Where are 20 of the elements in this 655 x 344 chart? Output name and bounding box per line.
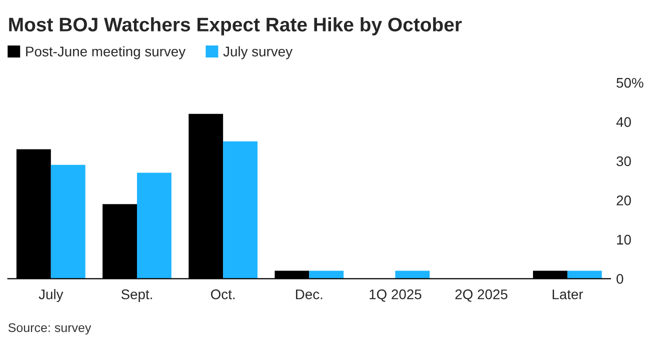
y-tick-label: 20 bbox=[616, 196, 631, 206]
x-tick-label: 2Q 2025 bbox=[455, 289, 508, 302]
bar bbox=[223, 141, 258, 279]
x-tick-label: Dec. bbox=[296, 290, 322, 300]
x-tick-label: Later bbox=[552, 290, 584, 300]
source-note: Source: survey bbox=[8, 323, 92, 335]
y-tick-label: 10 bbox=[617, 234, 631, 245]
x-tick-label: 1Q 2025 bbox=[370, 289, 422, 302]
x-tick-label: Oct. bbox=[211, 289, 235, 300]
y-tick-label: 0 bbox=[616, 274, 624, 284]
legend-label: July survey bbox=[223, 46, 292, 60]
x-tick-label: Sept. bbox=[121, 289, 152, 302]
bar bbox=[136, 172, 172, 279]
x-tick-label: July bbox=[38, 289, 64, 302]
y-tick-label: 40 bbox=[616, 117, 631, 127]
y-tick-label: 30 bbox=[616, 156, 631, 166]
legend-label: Post-June meeting survey bbox=[26, 46, 186, 60]
chart-title: Most BOJ Watchers Expect Rate Hike by October bbox=[9, 17, 462, 36]
bar bbox=[50, 164, 86, 279]
y-tick-label: 50% bbox=[616, 78, 644, 88]
